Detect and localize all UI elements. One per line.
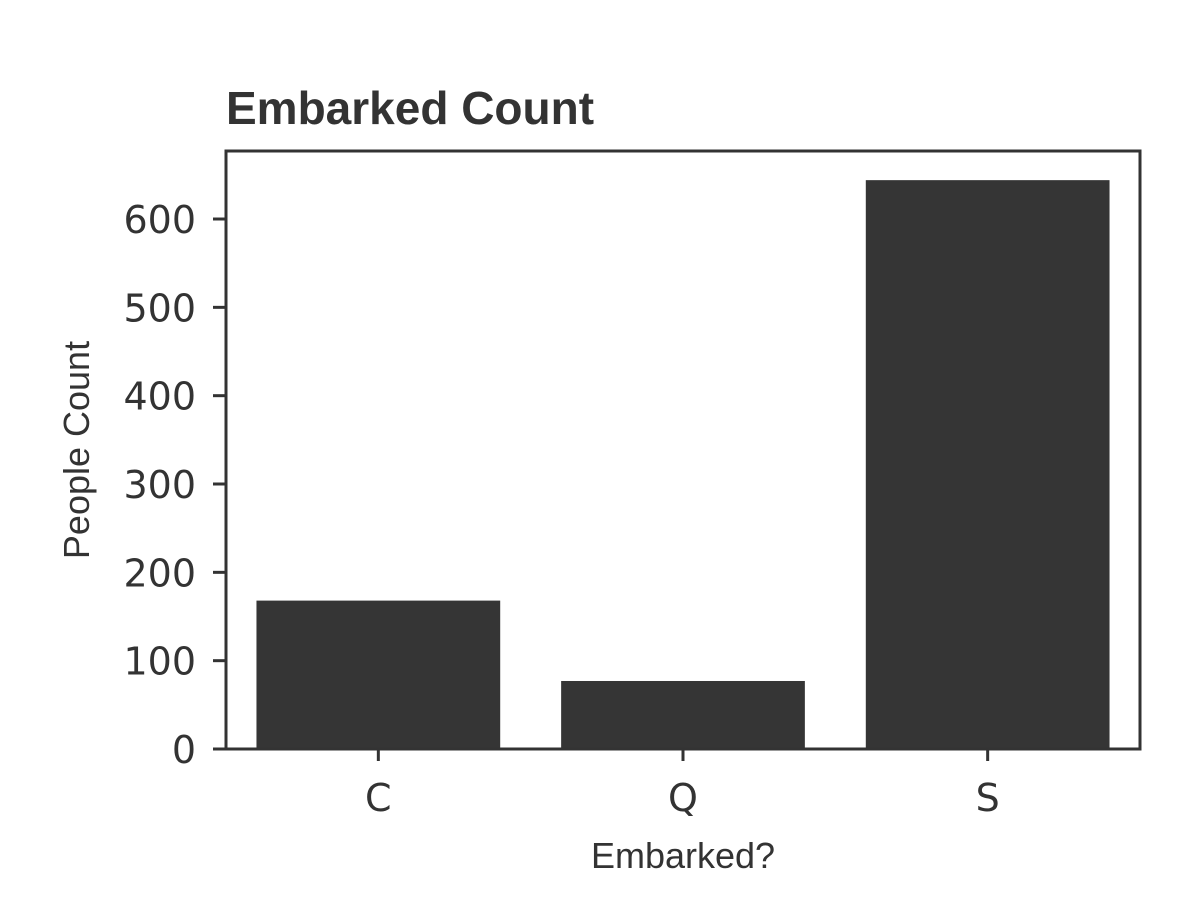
y-axis-label: People Count <box>56 341 97 559</box>
y-tick-label-200: 200 <box>123 551 196 595</box>
bar-C <box>256 600 501 749</box>
bars-layer <box>256 180 1110 750</box>
x-axis-label: Embarked? <box>591 835 775 876</box>
y-tick-label-500: 500 <box>123 286 196 330</box>
chart-title: Embarked Count <box>226 82 594 134</box>
bar-S <box>865 180 1110 750</box>
x-tick-label-Q: Q <box>668 776 698 820</box>
x-tick-label-C: C <box>365 776 392 820</box>
y-tick-label-300: 300 <box>123 463 196 507</box>
y-axis-ticks: 0 100 200 300 400 500 600 <box>123 198 226 772</box>
bar-Q <box>561 680 805 749</box>
y-tick-label-600: 600 <box>123 198 196 242</box>
y-tick-label-400: 400 <box>123 375 196 419</box>
x-tick-label-S: S <box>976 776 1000 820</box>
plot-frame <box>224 149 1142 751</box>
y-tick-label-0: 0 <box>172 728 196 772</box>
y-tick-label-100: 100 <box>123 640 196 684</box>
